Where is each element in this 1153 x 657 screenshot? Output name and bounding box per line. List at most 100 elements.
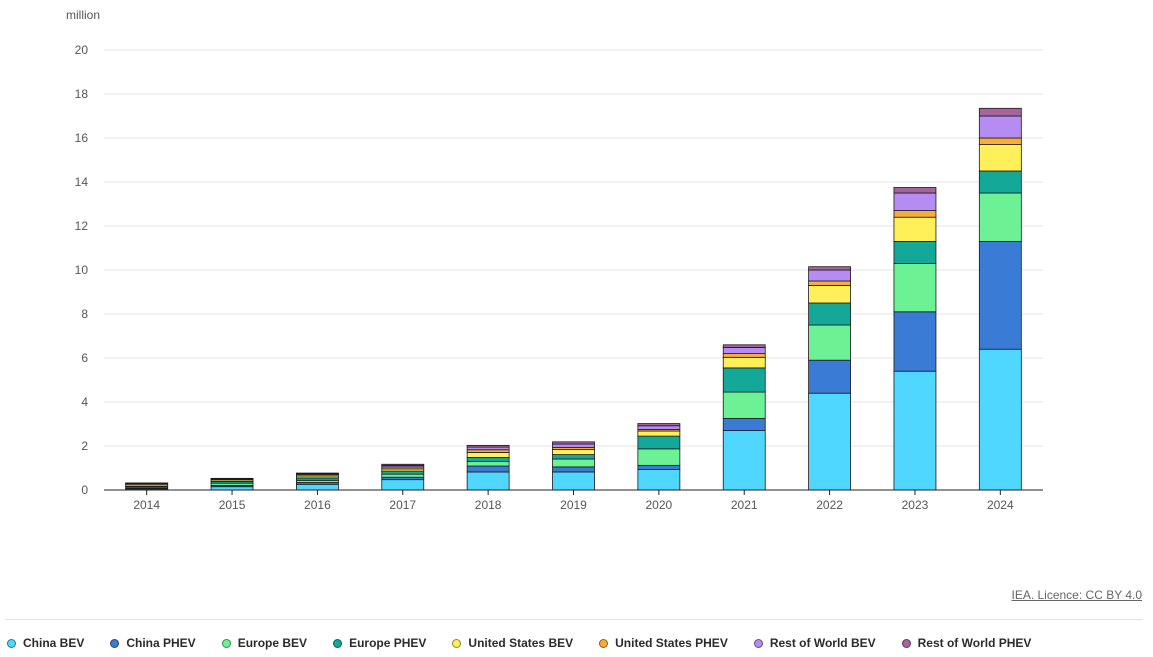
- legend-divider: [5, 619, 1143, 620]
- bar-segment[interactable]: [552, 449, 595, 455]
- legend-swatch: [753, 638, 763, 648]
- bar-segment[interactable]: [381, 463, 425, 466]
- legend-label: China PHEV: [126, 636, 196, 650]
- bar-segment[interactable]: [722, 367, 766, 393]
- bar-segment[interactable]: [808, 284, 851, 304]
- bar-segment[interactable]: [552, 471, 595, 491]
- bar-segment[interactable]: [552, 441, 595, 445]
- y-tick-label: 2: [81, 439, 88, 453]
- x-tick-label: 2021: [731, 498, 758, 512]
- bar-segment[interactable]: [893, 262, 937, 313]
- bar-segment[interactable]: [978, 137, 1022, 145]
- bar-segment[interactable]: [381, 473, 425, 478]
- x-tick-label: 2018: [475, 498, 502, 512]
- bar-segment[interactable]: [978, 170, 1022, 194]
- legend-item[interactable]: China BEV: [7, 636, 84, 650]
- bar-segment[interactable]: [466, 465, 510, 473]
- bar-segment[interactable]: [552, 443, 595, 448]
- bar-segment[interactable]: [466, 444, 510, 448]
- bar-segment[interactable]: [808, 269, 851, 282]
- bar-segment[interactable]: [808, 280, 851, 286]
- bar-segment[interactable]: [978, 107, 1022, 117]
- x-axis-ticks: 2014 2015 2016 2017 2018 2019 2020 2021 2022 2023…: [133, 490, 1014, 512]
- bar-segment[interactable]: [893, 370, 937, 491]
- legend-item[interactable]: United States PHEV: [599, 636, 728, 650]
- legend-item[interactable]: Europe PHEV: [333, 636, 426, 650]
- bar-segment[interactable]: [722, 391, 766, 419]
- y-tick-label: 0: [81, 483, 88, 497]
- y-axis-ticks: 0 2 4 6 8 10 12 14 16 18 20: [75, 43, 89, 497]
- bar-segment[interactable]: [722, 430, 766, 491]
- bar-segment[interactable]: [722, 347, 766, 355]
- legend-label: Rest of World BEV: [769, 636, 876, 650]
- bar-segment[interactable]: [893, 187, 937, 194]
- bar-segment[interactable]: [893, 240, 937, 264]
- legend-label: United States BEV: [468, 636, 574, 650]
- bar-segment[interactable]: [722, 353, 766, 358]
- bar-segment[interactable]: [552, 454, 595, 460]
- bar-segment[interactable]: [381, 479, 425, 491]
- bar-segment[interactable]: [808, 266, 851, 271]
- x-tick-label: 2024: [987, 498, 1014, 512]
- legend-item[interactable]: Rest of World PHEV: [901, 636, 1032, 650]
- x-tick-label: 2015: [219, 498, 246, 512]
- bar-segment[interactable]: [978, 144, 1022, 172]
- bar-segment[interactable]: [637, 448, 681, 466]
- bar-segment[interactable]: [808, 359, 851, 394]
- legend-item[interactable]: Europe BEV: [221, 636, 308, 650]
- y-axis-unit-label: million: [66, 8, 100, 22]
- legend-item[interactable]: China PHEV: [110, 636, 196, 650]
- bars: [125, 107, 1022, 491]
- bar-segment[interactable]: [637, 469, 681, 491]
- bar-segment[interactable]: [466, 461, 510, 467]
- bar-segment[interactable]: [893, 210, 937, 218]
- legend-item[interactable]: Rest of World BEV: [753, 636, 876, 650]
- legend-swatch: [599, 638, 609, 648]
- y-tick-label: 14: [75, 175, 89, 189]
- bar-segment[interactable]: [552, 458, 595, 468]
- legend-item[interactable]: United States BEV: [452, 636, 573, 650]
- bar-segment[interactable]: [978, 348, 1022, 491]
- bar-segment[interactable]: [466, 457, 510, 463]
- legend-label: Rest of World PHEV: [917, 636, 1032, 650]
- bar-segment[interactable]: [808, 392, 851, 491]
- license-link[interactable]: IEA. Licence: CC BY 4.0: [1011, 588, 1142, 602]
- bar-segment[interactable]: [722, 356, 766, 369]
- x-tick-label: 2022: [816, 498, 843, 512]
- bar-segment[interactable]: [893, 216, 937, 242]
- legend-swatch: [333, 638, 343, 648]
- bar-segment[interactable]: [296, 483, 339, 491]
- x-tick-label: 2023: [902, 498, 929, 512]
- bar-segment[interactable]: [466, 471, 510, 491]
- bar-segment[interactable]: [637, 425, 681, 430]
- bar-segment[interactable]: [893, 311, 937, 372]
- y-tick-label: 12: [75, 219, 89, 233]
- y-tick-label: 10: [75, 263, 89, 277]
- bar-segment[interactable]: [978, 240, 1022, 350]
- bar-segment[interactable]: [552, 466, 595, 473]
- gridlines: [104, 49, 1043, 447]
- bar-segment[interactable]: [978, 192, 1022, 242]
- legend-swatch: [110, 638, 120, 648]
- bar-segment[interactable]: [466, 451, 510, 458]
- bar-segment[interactable]: [893, 192, 937, 212]
- legend-swatch: [7, 638, 16, 648]
- y-tick-label: 18: [75, 87, 89, 101]
- y-tick-label: 20: [75, 43, 89, 57]
- bar-segment[interactable]: [978, 115, 1022, 139]
- bar-segment[interactable]: [637, 430, 681, 437]
- legend-label: China BEV: [23, 636, 85, 650]
- legend-swatch: [901, 638, 911, 648]
- bar-segment[interactable]: [637, 464, 681, 470]
- bar-segment[interactable]: [381, 470, 425, 475]
- bar-segment[interactable]: [722, 418, 766, 432]
- x-tick-label: 2016: [304, 498, 331, 512]
- bar-segment[interactable]: [808, 302, 851, 326]
- bar-segment[interactable]: [637, 435, 681, 450]
- legend: China BEV China PHEV Europe BEV Europe PHEV…: [7, 636, 1057, 650]
- bar-segment[interactable]: [808, 324, 851, 361]
- bar-segment[interactable]: [722, 344, 766, 348]
- bar-segment[interactable]: [637, 423, 681, 427]
- legend-label: Europe BEV: [237, 636, 308, 650]
